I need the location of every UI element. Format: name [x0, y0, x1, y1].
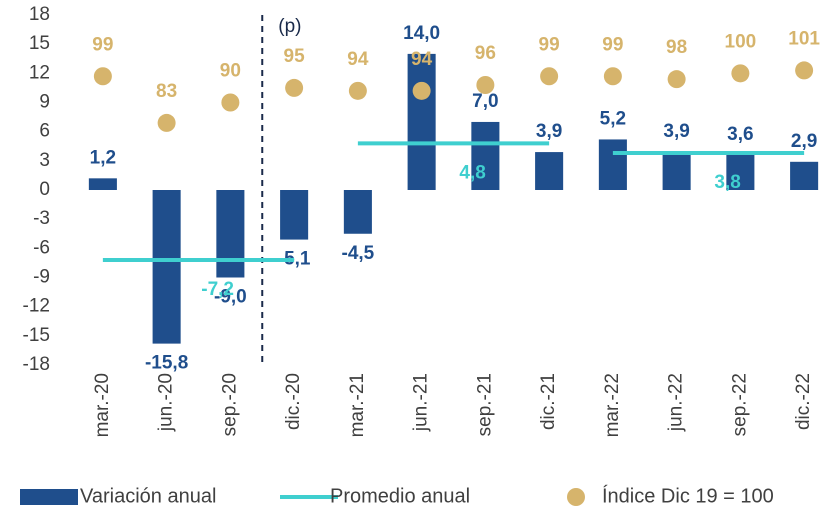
index-dot: [93, 67, 112, 86]
y-tick-label: 0: [39, 179, 50, 200]
y-tick-label: -6: [33, 237, 50, 258]
index-label: 95: [284, 46, 306, 67]
index-dot: [667, 70, 686, 89]
index-label: 101: [788, 28, 820, 49]
data-label: -5,1: [278, 249, 311, 270]
average-label: 3,8: [714, 172, 740, 193]
index-dot: [348, 81, 367, 100]
x-tick-label: jun.-21: [411, 373, 432, 432]
legend-swatch: [20, 489, 78, 505]
annotation: (p): [278, 16, 301, 37]
bar: [280, 190, 309, 240]
index-label: 99: [602, 34, 623, 55]
y-tick-label: 18: [29, 4, 50, 25]
bar: [726, 155, 755, 190]
index-label: 83: [156, 81, 177, 102]
index-dot: [795, 61, 814, 80]
data-label: 1,2: [90, 147, 116, 168]
data-label: 7,0: [472, 91, 498, 112]
y-tick-label: 9: [39, 92, 50, 113]
x-tick-label: dic.-20: [283, 373, 304, 430]
legend-label: Variación anual: [80, 485, 216, 507]
bar: [662, 152, 691, 190]
x-tick-label: jun.-22: [666, 373, 687, 432]
index-label: 96: [475, 43, 496, 64]
index-dot: [476, 76, 495, 94]
index-dot: [157, 113, 176, 132]
index-label: 94: [411, 49, 433, 70]
y-tick-label: 6: [39, 121, 50, 142]
y-tick-label: 3: [39, 150, 50, 171]
legend-label: Índice Dic 19 = 100: [602, 484, 774, 507]
data-label: 14,0: [403, 23, 440, 44]
average-label: 4,8: [459, 162, 485, 183]
index-label: 100: [725, 31, 757, 52]
x-tick-label: mar.-21: [347, 373, 368, 437]
x-tick-label: sep.-21: [474, 373, 495, 436]
legend-swatch: [567, 488, 585, 506]
index-label: 99: [92, 34, 113, 55]
index-label: 90: [220, 61, 241, 82]
y-tick-label: 15: [29, 33, 50, 54]
bar: [152, 190, 181, 344]
y-tick-label: -15: [23, 325, 50, 346]
bar: [343, 190, 372, 234]
data-label: 3,9: [663, 121, 689, 142]
index-dot: [540, 67, 559, 86]
x-tick-label: sep.-22: [729, 373, 750, 436]
x-tick-label: sep.-20: [219, 373, 240, 436]
y-tick-label: -3: [33, 208, 50, 229]
bar: [790, 161, 819, 190]
bar: [535, 152, 564, 190]
bar: [471, 121, 500, 190]
x-tick-label: mar.-20: [92, 373, 113, 437]
index-label: 94: [347, 49, 369, 70]
index-label: 98: [666, 37, 687, 58]
data-label: -4,5: [342, 243, 375, 264]
bar: [216, 190, 245, 278]
x-tick-label: dic.-22: [793, 373, 814, 430]
data-label: -9,0: [214, 287, 247, 308]
y-tick-label: 12: [29, 62, 50, 83]
bar: [407, 53, 436, 191]
x-tick-label: mar.-22: [602, 373, 623, 437]
y-tick-label: -12: [23, 296, 50, 317]
data-label: -15,8: [145, 353, 188, 374]
x-tick-label: jun.-20: [156, 373, 177, 432]
x-tick-label: dic.-21: [538, 373, 559, 430]
y-tick-label: -18: [23, 354, 50, 375]
data-label: 5,2: [600, 108, 626, 129]
bar: [598, 139, 627, 190]
data-label: 3,9: [536, 121, 562, 142]
bar: [88, 178, 117, 190]
data-label: 3,6: [727, 124, 753, 145]
index-dot: [221, 93, 240, 112]
y-tick-label: -9: [33, 267, 50, 288]
index-dot: [603, 67, 622, 86]
data-label: 2,9: [791, 131, 817, 152]
index-dot: [412, 81, 431, 100]
index-dot: [731, 64, 750, 83]
average-label: -7,2: [201, 279, 234, 300]
legend-label: Promedio anual: [330, 485, 470, 507]
index-dot: [285, 78, 304, 97]
index-label: 99: [539, 34, 560, 55]
